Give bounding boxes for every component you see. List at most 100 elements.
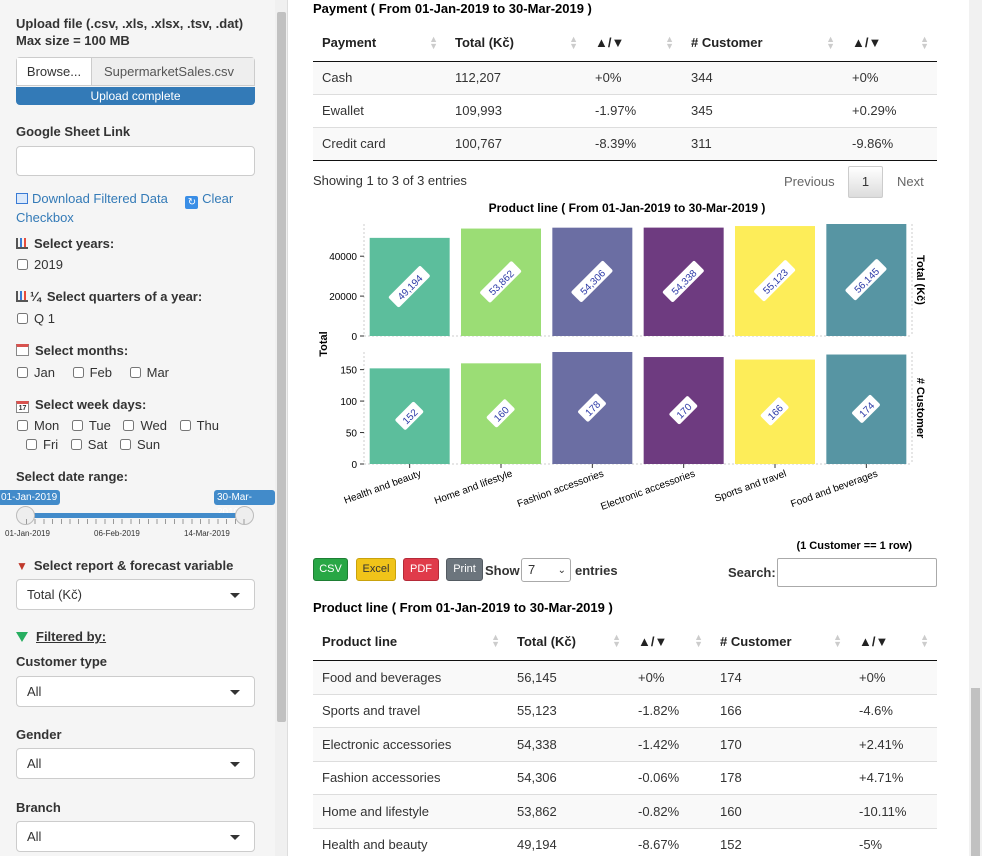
table-row[interactable]: Sports and travel 55,123 -1.82% 166 -4.6% [313, 693, 937, 727]
export-pdf-button[interactable]: PDF [403, 558, 439, 581]
report-variable-select[interactable]: Total (Kč) [16, 579, 255, 610]
filtered-by-link[interactable]: Filtered by: [36, 629, 107, 644]
cell-total: 112,207 [446, 60, 586, 94]
payment-table-info: Showing 1 to 3 of 3 entries [313, 173, 467, 188]
pagination-previous[interactable]: Previous [784, 174, 835, 189]
year-checkbox-input[interactable] [17, 259, 28, 270]
product-col-header[interactable]: Product line ▲ ▼ [313, 623, 508, 661]
total-col-header[interactable]: Total (Kč) ▲ ▼ [508, 623, 629, 661]
change-col-header[interactable]: ▲/▼ ▲ ▼ [850, 623, 937, 661]
calendar-icon [16, 344, 29, 356]
date-range-slider[interactable]: 01-Jan-2019 30-Mar-2019 01-Jan-2019 06-F… [0, 488, 275, 540]
weekday-checkbox-fri[interactable]: Fri [25, 437, 58, 452]
month-checkbox-input[interactable] [129, 367, 141, 378]
export-csv-button[interactable]: CSV [313, 558, 348, 581]
cell-change: -5% [850, 827, 937, 861]
browse-button[interactable]: Browse... [17, 58, 92, 85]
branch-label: Branch [16, 800, 61, 815]
sort-icon: ▲ ▼ [920, 632, 929, 650]
clear-checkbox-link[interactable]: Clear Checkbox [16, 191, 233, 225]
sidebar-scrollbar-thumb[interactable] [277, 12, 286, 722]
table-row[interactable]: Credit card 100,767 -8.39% 311 -9.86% [313, 126, 937, 160]
data-label-box [486, 399, 515, 428]
customer-col-header[interactable]: # Customer ▲ ▼ [682, 25, 843, 62]
cell-product: Electronic accessories [313, 726, 508, 761]
change-col-header[interactable]: ▲/▼ ▲ ▼ [629, 623, 711, 661]
weekday-checkbox-sun[interactable]: Sun [119, 437, 160, 452]
data-label-box [480, 261, 522, 303]
main-scrollbar[interactable] [969, 0, 982, 856]
customer-col-header[interactable]: # Customer ▲ ▼ [711, 623, 850, 661]
sort-icon: ▲ ▼ [491, 632, 500, 650]
chart-ylabel: Total [318, 331, 330, 356]
page-length-select[interactable]: 7 ⌄ [521, 558, 571, 582]
sort-icon: ▲ ▼ [833, 632, 842, 650]
quarter-checkbox-q1[interactable]: Q 1 [16, 311, 55, 326]
pagination-next[interactable]: Next [897, 174, 924, 189]
product-table-title: Product line ( From 01-Jan-2019 to 30-Ma… [313, 600, 613, 615]
print-button[interactable]: Print [446, 558, 483, 581]
table-row[interactable]: Electronic accessories 54,338 -1.42% 170 +2.… [313, 726, 937, 761]
years-label: Select years: [34, 236, 115, 251]
weekday-checkbox-tue[interactable]: Tue [71, 418, 111, 433]
weekday-label: Wed [140, 418, 167, 433]
cell-total: 56,145 [508, 659, 629, 694]
month-checkbox-input[interactable] [17, 367, 28, 378]
total-col-header[interactable]: Total (Kč) ▲ ▼ [446, 25, 586, 62]
y-tick-label: 40000 [329, 252, 357, 263]
y-tick-label: 150 [340, 366, 357, 377]
weekday-label: Fri [43, 437, 59, 452]
quarter-checkbox-input[interactable] [17, 313, 28, 324]
table-row[interactable]: Fashion accessories 54,306 -0.06% 178 +4.71% [313, 760, 937, 794]
entries-label: entries [575, 563, 618, 578]
weekday-checkbox-input[interactable] [119, 439, 131, 450]
weekday-checkbox-input[interactable] [70, 439, 82, 450]
customer-type-select[interactable]: All [16, 676, 255, 707]
weekday-checkbox-input[interactable] [26, 439, 37, 450]
sidebar-scrollbar[interactable] [275, 0, 287, 856]
weekdays-label: Select week days: [35, 397, 147, 412]
table-row[interactable]: Health and beauty 49,194 -8.67% 152 -5% [313, 827, 937, 861]
cell-product: Fashion accessories [313, 760, 508, 794]
change-col-header[interactable]: ▲/▼ ▲ ▼ [843, 25, 937, 62]
download-filtered-link[interactable]: Download Filtered Data [32, 191, 168, 206]
month-checkbox-mar[interactable]: Mar [129, 365, 169, 380]
weekday-checkbox-input[interactable] [17, 420, 28, 431]
table-row[interactable]: Cash 112,207 +0% 344 +0% [313, 60, 937, 94]
main-scrollbar-thumb[interactable] [971, 688, 980, 856]
change-col-header[interactable]: ▲/▼ ▲ ▼ [586, 25, 682, 62]
search-input[interactable] [777, 558, 937, 587]
branch-select[interactable]: All [16, 821, 255, 852]
cell-customer: 160 [711, 793, 850, 828]
cell-change: -1.42% [629, 726, 711, 761]
clear-label-part2: Checkbox [16, 210, 74, 225]
weekday-checkbox-sat[interactable]: Sat [70, 437, 107, 452]
table-row[interactable]: Food and beverages 56,145 +0% 174 +0% [313, 659, 937, 694]
data-label-box [669, 396, 698, 425]
header-label: # Customer [691, 35, 763, 51]
weekday-checkbox-wed[interactable]: Wed [122, 418, 167, 433]
weekday-checkbox-input[interactable] [123, 420, 135, 431]
weekday-label: Mon [34, 418, 60, 433]
month-checkbox-input[interactable] [72, 367, 84, 378]
gsheet-input[interactable] [16, 146, 255, 176]
weekday-checkbox-thu[interactable]: Thu [179, 418, 219, 433]
chart-panel2-label: # Customer [914, 378, 926, 439]
gender-select[interactable]: All [16, 748, 255, 779]
cell-change: -8.39% [586, 126, 682, 160]
year-checkbox-2019[interactable]: 2019 [16, 257, 63, 272]
pagination-page-1[interactable]: 1 [848, 166, 883, 198]
export-excel-button[interactable]: Excel [356, 558, 396, 581]
upload-label-line2: Max size = 100 MB [16, 33, 130, 48]
weekday-checkbox-mon[interactable]: Mon [16, 418, 59, 433]
payment-col-header[interactable]: Payment ▲ ▼ [313, 25, 446, 62]
table-row[interactable]: Ewallet 109,993 -1.97% 345 +0.29% [313, 93, 937, 127]
slider-max-label: 30-Mar-2019 [214, 490, 275, 518]
table-row[interactable]: Home and lifestyle 53,862 -0.82% 160 -10.11% [313, 793, 937, 828]
cell-total: 100,767 [446, 126, 586, 160]
month-checkbox-jan[interactable]: Jan [16, 365, 55, 380]
weekday-checkbox-input[interactable] [71, 420, 83, 431]
payment-table-title: Payment ( From 01-Jan-2019 to 30-Mar-201… [313, 1, 592, 16]
month-checkbox-feb[interactable]: Feb [72, 365, 112, 380]
weekday-checkbox-input[interactable] [179, 420, 191, 431]
